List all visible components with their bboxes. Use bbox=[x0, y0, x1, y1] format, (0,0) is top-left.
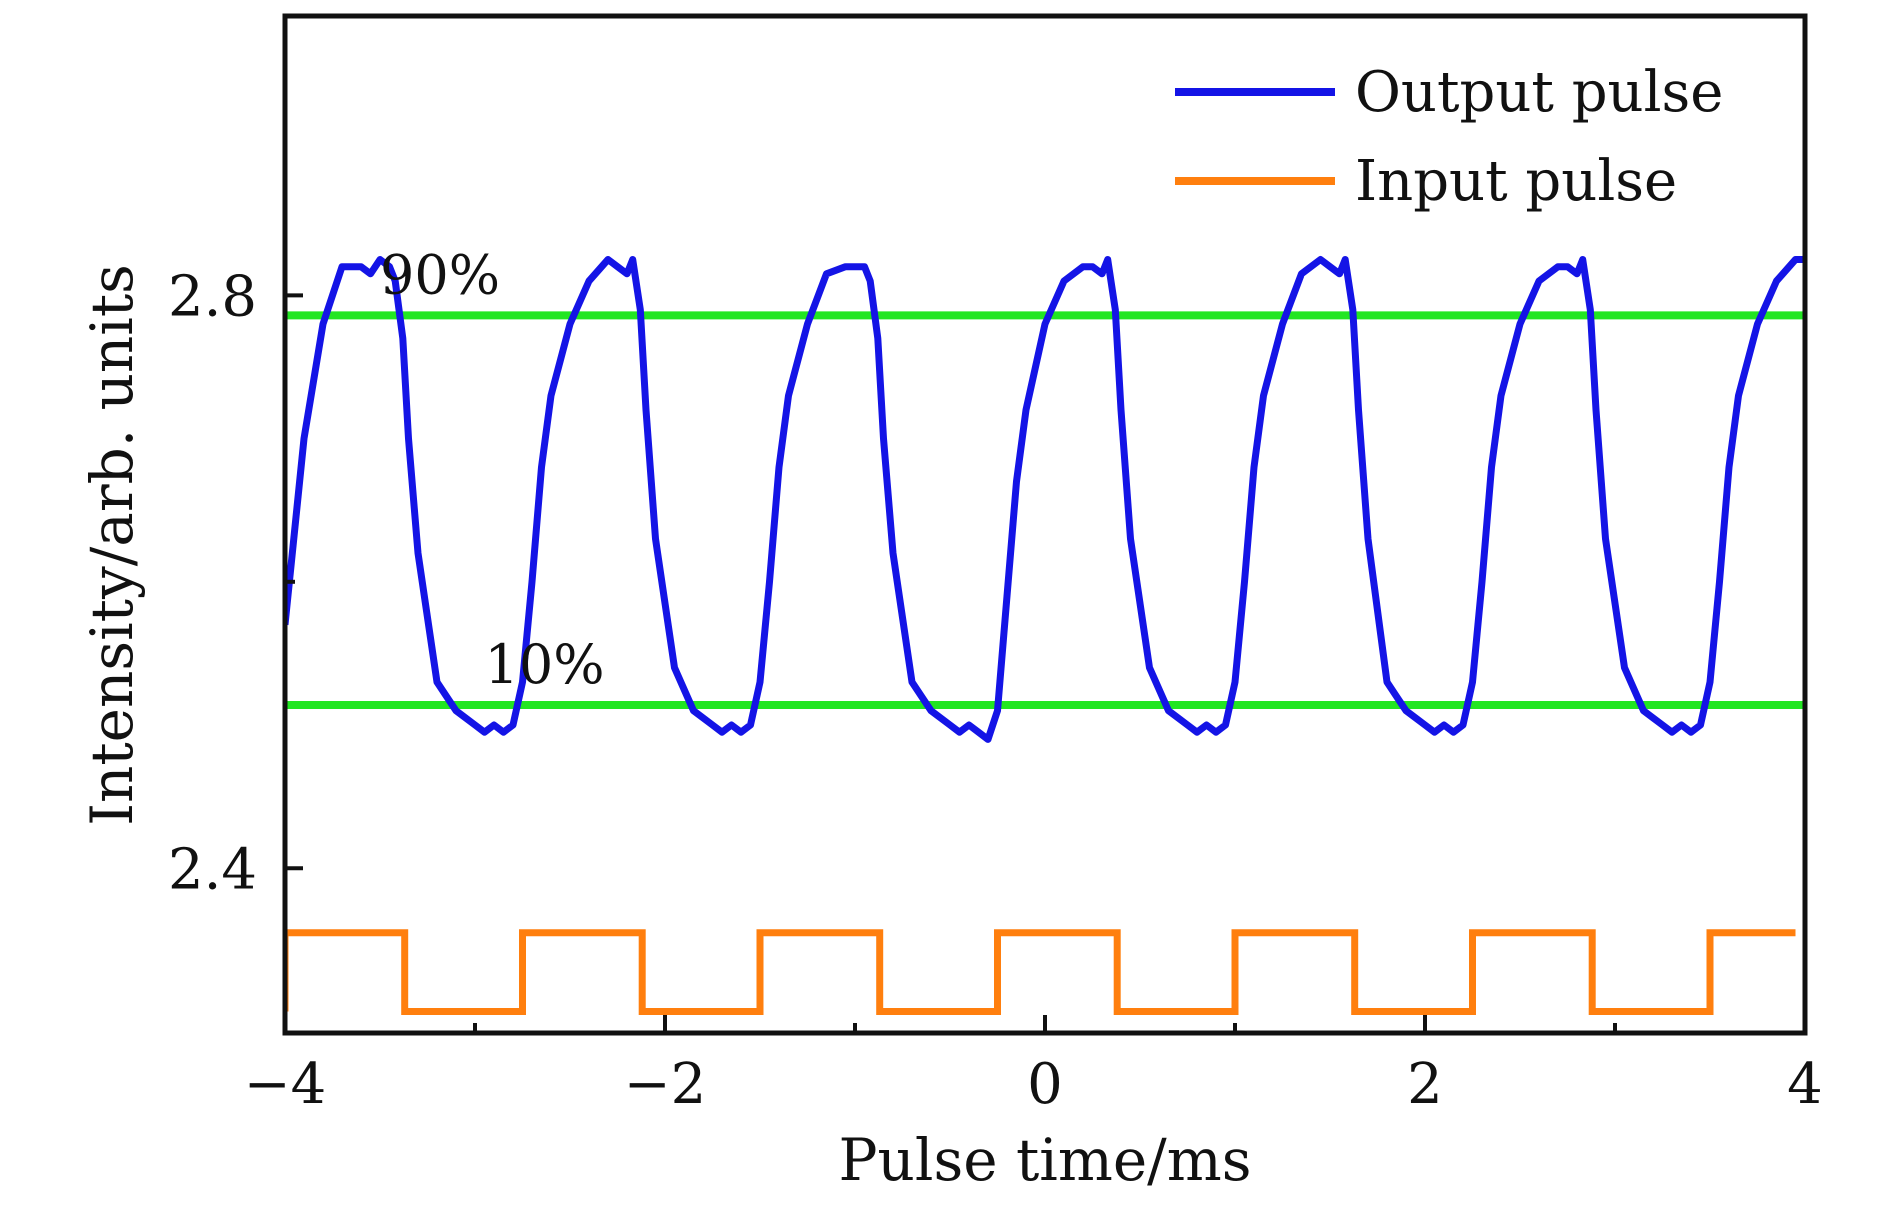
legend-label-output-pulse: Output pulse bbox=[1355, 60, 1723, 125]
x-tick-label: −4 bbox=[244, 1052, 327, 1117]
x-tick-label: 4 bbox=[1787, 1052, 1823, 1117]
series-line-input-pulse bbox=[285, 929, 1796, 1015]
plot-area bbox=[285, 256, 1805, 1015]
x-axis-title: Pulse time/ms bbox=[839, 1126, 1252, 1194]
x-tick-label: −2 bbox=[624, 1052, 707, 1117]
x-tick-label: 2 bbox=[1407, 1052, 1443, 1117]
reference-annotations: 90% 10% bbox=[380, 243, 605, 696]
reference-label-10: 10% bbox=[485, 633, 605, 696]
axis-ticks bbox=[283, 293, 1807, 1033]
legend: Output pulse Input pulse bbox=[1175, 60, 1723, 214]
legend-label-input-pulse: Input pulse bbox=[1355, 149, 1677, 214]
y-tick-label: 2.8 bbox=[168, 264, 257, 329]
y-axis-title: Intensity/arb. units bbox=[78, 264, 146, 826]
y-tick-label: 2.4 bbox=[168, 837, 257, 902]
x-tick-label: 0 bbox=[1027, 1052, 1063, 1117]
tick-labels: −4 −2 0 2 4 2.4 2.8 bbox=[168, 264, 1823, 1117]
series-line-output-pulse bbox=[285, 256, 1805, 743]
reference-label-90: 90% bbox=[380, 243, 500, 306]
